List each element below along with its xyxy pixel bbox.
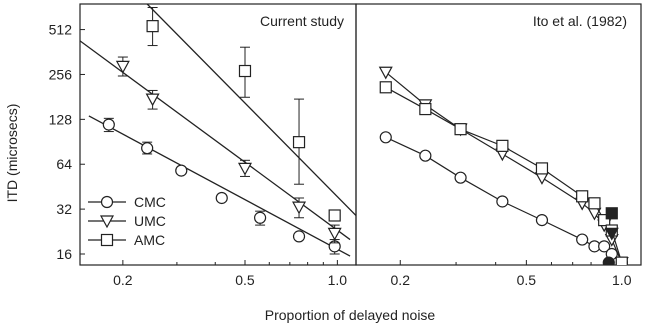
legend-marker-amc [100, 233, 114, 247]
fit-line-umc [80, 40, 351, 241]
data-point-umc [115, 60, 130, 74]
fit-line-cmc [88, 115, 351, 257]
data-point-amc [292, 136, 306, 149]
x-tick-label: 0.5 [235, 272, 255, 288]
legend-label: UMC [134, 213, 166, 229]
y-tick-label: 32 [56, 201, 72, 217]
y-tick-label: 16 [56, 246, 72, 262]
x-tick-label: 1.0 [328, 272, 348, 288]
data-point-cmc [141, 142, 154, 155]
x-tick-label: 1.0 [612, 272, 632, 288]
data-point-amc [419, 102, 432, 116]
data-point-cmc [215, 191, 228, 205]
y-tick-label: 64 [56, 156, 72, 172]
x-tick-label: 0.2 [113, 272, 133, 288]
data-point-cmc [175, 164, 188, 177]
legend-label: AMC [134, 232, 165, 248]
panel-ito-1982: 0.2 0.5 1.0 Ito et al. (1982) [355, 3, 642, 288]
panel-title: Current study [260, 13, 344, 29]
y-axis-title-group: ITD (microsecs) [4, 104, 20, 203]
data-point-amc [588, 197, 601, 210]
plot-frame [79, 3, 357, 266]
data-point-amc [146, 20, 159, 33]
data-point-umc [327, 227, 342, 241]
data-point-amc [379, 81, 392, 94]
data-point-cmc [253, 211, 267, 224]
data-point-amc [454, 123, 467, 136]
data-point-amc [496, 139, 509, 152]
data-point-amc [598, 214, 611, 227]
data-point-amc [576, 190, 589, 203]
y-tick-label: 512 [49, 22, 73, 38]
fit-line-amc [146, 4, 356, 216]
legend-marker-cmc [100, 195, 114, 209]
x-tick-label: 0.2 [391, 272, 411, 288]
data-point-cmc [419, 149, 432, 162]
data-point-cmc [535, 214, 549, 227]
y-tick-label: 256 [49, 66, 73, 82]
data-point-umc [292, 201, 307, 215]
data-point-amc [615, 256, 628, 265]
legend-label: CMC [134, 194, 166, 210]
x-axis-title: Proportion of delayed noise [265, 307, 436, 323]
data-point-umc [145, 93, 160, 107]
data-point-cmc [576, 233, 589, 246]
data-point-amc [328, 209, 341, 222]
data-point-square-filled [605, 207, 618, 220]
y-tick-label: 128 [49, 111, 73, 127]
y-axis-title: ITD (microsecs) [4, 104, 20, 203]
panel-title: Ito et al. (1982) [533, 13, 627, 29]
data-point-amc [238, 64, 252, 78]
legend-marker-umc [99, 215, 115, 229]
data-point-cmc [598, 240, 611, 253]
data-point-cmc [379, 131, 392, 144]
plot-area [80, 4, 356, 257]
data-point-circle-filled [602, 256, 615, 265]
data-point-cmc [102, 118, 115, 131]
plot-frame [355, 3, 642, 266]
data-point-umc [378, 66, 393, 80]
x-tick-label: 0.5 [517, 272, 537, 288]
legend: CMC UMC AMC [88, 194, 166, 248]
data-point-amc [535, 162, 549, 175]
data-point-cmc [496, 195, 509, 208]
data-point-triangle-down-filled [604, 227, 619, 241]
panel-current-study: 0.2 0.5 1.0 16 32 64 128 256 512 Current study CMC… [49, 3, 357, 288]
data-point-umc [237, 162, 252, 176]
data-point-cmc [292, 230, 306, 243]
plot-area [378, 66, 629, 265]
data-point-cmc [454, 171, 467, 184]
